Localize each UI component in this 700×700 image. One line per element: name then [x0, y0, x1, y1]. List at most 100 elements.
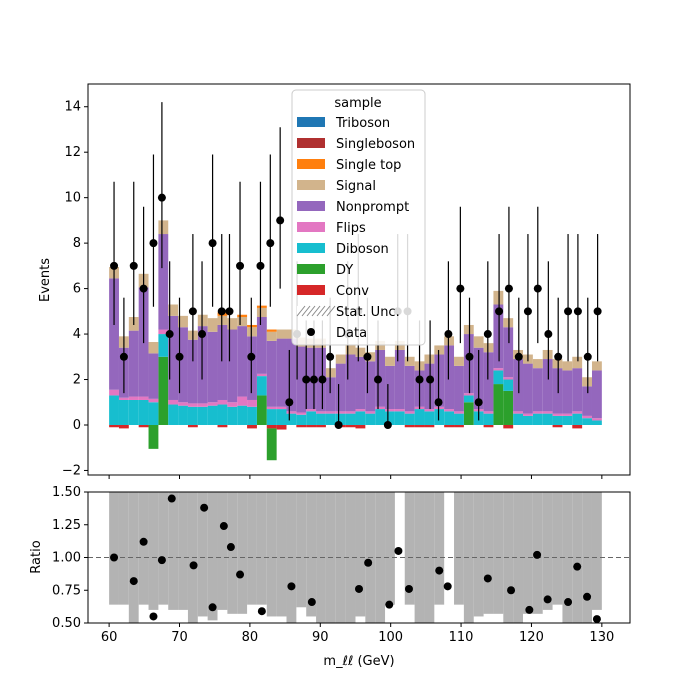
bar-nonprompt — [266, 340, 277, 407]
data-point — [175, 352, 184, 361]
bar-signal — [256, 307, 267, 318]
bar-conv — [109, 424, 119, 428]
bar-diboson — [207, 405, 218, 425]
data-point — [198, 330, 207, 339]
ratio-band-segment — [454, 492, 464, 605]
bar-flips — [296, 412, 307, 415]
bar-diboson — [325, 413, 336, 425]
bar-dy — [493, 384, 504, 425]
legend: sample Triboson Singleboson Single top Sign… — [291, 89, 426, 346]
legend-label: Nonprompt — [336, 200, 409, 215]
bar-nonprompt — [444, 345, 455, 410]
ratio-x-ticks: 60 70 80 90 100 110 120 130 — [101, 623, 614, 645]
data-point — [225, 307, 234, 316]
bar-conv — [345, 424, 356, 428]
bar-conv — [138, 424, 149, 428]
bar-nonprompt — [424, 363, 435, 410]
bar-conv — [187, 424, 198, 428]
ratio-band-segment — [296, 492, 307, 608]
bar-nonprompt — [572, 368, 583, 412]
data-point — [363, 352, 372, 361]
ratio-point — [307, 598, 316, 607]
bar-diboson — [227, 406, 238, 425]
ratio-band-segment — [256, 492, 267, 605]
bar-diboson — [434, 409, 445, 425]
ratio-band-segment — [266, 492, 277, 617]
ratio-band-segment — [138, 492, 149, 605]
ratio-point — [236, 570, 245, 579]
bar-flips — [247, 399, 257, 407]
bar-signal — [582, 377, 592, 387]
data-point — [188, 307, 197, 316]
ratio-x-tick-label: 90 — [312, 630, 329, 645]
bar-flips — [444, 409, 455, 412]
bar-dy — [503, 390, 514, 425]
bar-signal — [286, 329, 297, 339]
bar-conv — [247, 424, 257, 429]
bar-signal — [385, 356, 395, 366]
y-tick-label: 2 — [73, 373, 81, 388]
ratio-band-segment — [217, 492, 228, 610]
data-point — [326, 352, 335, 361]
bar-diboson — [591, 420, 602, 425]
bar-diboson — [385, 411, 395, 425]
bar-conv — [454, 424, 464, 428]
bar-conv — [483, 424, 494, 428]
legend-label: Conv — [336, 284, 369, 299]
bar-signal — [355, 347, 366, 357]
legend-hatch-line — [326, 305, 336, 317]
data-point — [504, 284, 513, 293]
data-point — [415, 375, 424, 384]
y-tick-label: −2 — [62, 463, 81, 478]
bar-flips — [187, 403, 198, 407]
legend-label: Data — [336, 326, 367, 341]
data-point — [110, 261, 119, 270]
data-point — [374, 375, 383, 384]
ratio-point — [129, 577, 138, 586]
bar-signal — [178, 315, 188, 328]
ratio-y-ticks: 0.50 0.75 1.00 1.25 1.50 — [52, 485, 88, 631]
ratio-point — [443, 582, 452, 591]
ratio-band-segment — [434, 492, 445, 605]
data-point — [165, 330, 174, 339]
data-point — [119, 352, 128, 361]
ratio-point — [149, 612, 158, 621]
bar-conv — [306, 424, 317, 428]
ratio-point — [483, 574, 492, 583]
ratio-x-tick-label: 120 — [519, 630, 544, 645]
bar-signal — [493, 290, 504, 305]
legend-entries: Triboson Singleboson Single top Signal Nonpr… — [296, 116, 415, 341]
data-point — [583, 352, 592, 361]
ratio-point — [200, 503, 209, 512]
bar-conv — [503, 424, 514, 429]
bar-flips — [109, 389, 119, 396]
bar-nonprompt — [325, 377, 336, 412]
bar-nonprompt — [187, 339, 198, 404]
data-point — [276, 216, 285, 225]
ratio-band-segment — [424, 492, 435, 623]
bar-conv — [276, 424, 287, 430]
legend-hatch-swatch — [296, 305, 336, 317]
bar-flips — [463, 393, 474, 396]
bar-signal — [217, 315, 228, 325]
data-point — [208, 239, 217, 248]
y-tick-label: 6 — [73, 282, 81, 297]
data-point — [426, 375, 435, 384]
bar-conv — [424, 424, 435, 428]
bar-signal — [247, 327, 257, 337]
ratio-y-tick-label: 1.00 — [52, 551, 81, 566]
bar-diboson — [394, 411, 405, 425]
bar-flips — [227, 402, 238, 407]
bar-flips — [493, 368, 504, 371]
bar-signal — [404, 356, 415, 366]
bar-conv — [296, 424, 307, 428]
bar-diboson — [178, 405, 188, 425]
bar-diboson — [523, 415, 533, 425]
bar-signal — [463, 324, 474, 335]
bar-flips — [345, 411, 356, 414]
bar-flips — [306, 409, 317, 412]
bar-diboson — [503, 379, 514, 391]
main-panel: −2 0 2 4 6 8 10 12 14 Events sample Triboson Sing… — [38, 83, 631, 479]
bar-nonprompt — [168, 315, 179, 400]
legend-label: Triboson — [335, 116, 390, 131]
